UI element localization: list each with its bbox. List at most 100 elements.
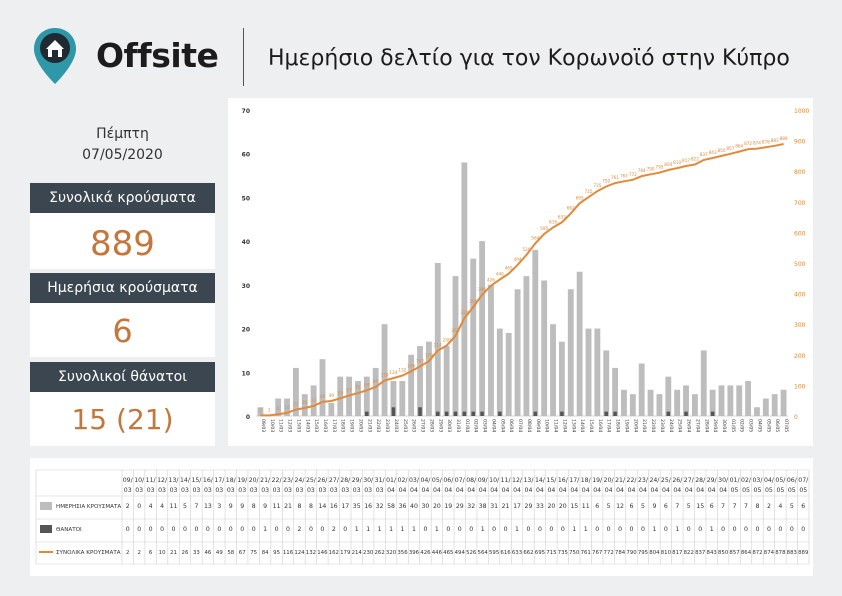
table-cell: 5: [790, 503, 794, 510]
chart-panel: 0 10 20 30 40 50 60 70 0 100 200 300 400 500 600 700 800…: [228, 98, 813, 446]
table-cell: 0: [630, 526, 634, 533]
table-cell: 31: [490, 503, 498, 510]
table-date-day: 07/: [455, 477, 466, 484]
total-data-label: 817: [682, 158, 690, 163]
table-cell: 790: [626, 550, 637, 556]
total-data-label: 2: [268, 407, 271, 412]
table-date-month: 03: [135, 487, 143, 494]
x-tick-label: 01/04: [464, 419, 470, 432]
bar-deaths: [480, 411, 484, 416]
bar-daily-cases: [310, 385, 317, 416]
table-cell: 21: [502, 503, 510, 510]
y-right-tick-label: 100: [794, 383, 806, 390]
bar-daily-cases: [292, 367, 299, 416]
bar-daily-cases: [656, 394, 663, 416]
y-right-tick-label: 300: [794, 322, 806, 329]
table-cell: 715: [546, 550, 556, 556]
bar-daily-cases: [488, 284, 494, 416]
table-cell: 95: [273, 550, 280, 556]
bar-daily-cases: [328, 402, 335, 416]
bar-daily-cases: [541, 280, 548, 416]
table-cell: 162: [329, 550, 339, 556]
total-data-label: 230: [443, 338, 451, 343]
x-tick-label: 12/04: [561, 419, 567, 432]
table-cell: 864: [741, 550, 752, 556]
total-data-label: 21: [293, 402, 299, 407]
table-cell: 17: [341, 503, 349, 510]
y-right-tick-label: 800: [794, 169, 806, 176]
bar-deaths: [533, 411, 538, 416]
total-data-label: 58: [338, 390, 344, 395]
total-data-label: 889: [780, 136, 788, 141]
table-date-month: 04: [605, 487, 613, 494]
table-cell: 446: [432, 550, 443, 556]
total-data-label: 772: [629, 172, 637, 177]
table-cell: 0: [778, 526, 782, 533]
x-tick-label: 24/03: [393, 419, 399, 432]
table-date-month: 05: [765, 487, 773, 494]
table-cell: 7: [744, 503, 748, 510]
table-cell: 0: [458, 526, 462, 533]
table-cell: 0: [641, 526, 645, 533]
table-cell: 0: [469, 526, 473, 533]
brand-name: Offsite: [96, 36, 219, 75]
table-cell: 857: [729, 550, 739, 556]
total-data-label: 633: [558, 214, 566, 219]
table-cell: 0: [687, 526, 691, 533]
table-cell: 0: [217, 526, 221, 533]
table-cell: 2: [137, 550, 140, 556]
x-tick-label: 06/04: [508, 419, 514, 432]
table-cell: 3: [217, 503, 221, 510]
bar-daily-cases: [355, 381, 361, 416]
table-cell: 0: [423, 526, 427, 533]
table-date-day: 09/: [478, 477, 489, 484]
table-cell: 26: [182, 550, 189, 556]
table-date-month: 04: [444, 487, 452, 494]
y-right-tick-label: 900: [794, 139, 806, 146]
table-date-day: 15/: [546, 477, 557, 484]
table-cell: 595: [489, 550, 499, 556]
table-date-month: 04: [490, 487, 498, 494]
y-right-tick-label: 0: [794, 414, 798, 421]
table-date-month: 03: [170, 487, 178, 494]
bar-daily-cases: [417, 346, 423, 416]
table-date-month: 04: [547, 487, 555, 494]
table-cell: 761: [581, 550, 591, 556]
total-data-label: 320: [460, 310, 468, 315]
x-tick-label: 29/04: [712, 419, 718, 432]
table-date-month: 04: [628, 487, 636, 494]
table-date-day: 09/: [123, 477, 134, 484]
table-date-day: 26/: [672, 477, 683, 484]
table-cell: 1: [366, 526, 370, 533]
table-date-month: 04: [593, 487, 601, 494]
bar-deaths: [560, 411, 564, 416]
table-date-day: 01/: [386, 477, 397, 484]
total-data-label: 396: [478, 287, 486, 292]
table-date-month: 03: [215, 487, 223, 494]
header-divider: [243, 28, 244, 86]
table-cell: 662: [523, 550, 533, 556]
bar-deaths: [365, 411, 369, 416]
table-cell: 1: [515, 526, 519, 533]
table-cell: 0: [492, 526, 496, 533]
bar-deaths: [684, 411, 688, 416]
bar-daily-cases: [683, 385, 689, 416]
table-cell: 179: [340, 550, 351, 556]
total-data-label: 883: [771, 138, 779, 143]
x-tick-label: 07/04: [517, 419, 523, 432]
table-cell: 1: [710, 526, 714, 533]
daily-cases-label: Ημερήσια κρούσματα: [30, 273, 215, 303]
table-cell: 1: [435, 526, 439, 533]
total-data-label: 6: [277, 406, 280, 411]
page-title: Ημερήσιο δελτίο για τον Κορωνοϊό στην Κύ…: [268, 46, 790, 71]
date-block: Πέμπτη 07/05/2020: [30, 124, 215, 166]
table-date-month: 04: [467, 487, 475, 494]
table-cell: 0: [504, 526, 508, 533]
table-date-day: 14/: [535, 477, 546, 484]
table-cell: 465: [443, 550, 453, 556]
table-cell: 5: [641, 503, 645, 510]
table-cell: 0: [320, 526, 324, 533]
bar-daily-cases: [399, 381, 406, 416]
table-cell: 0: [160, 526, 164, 533]
table-date-month: 04: [559, 487, 567, 494]
